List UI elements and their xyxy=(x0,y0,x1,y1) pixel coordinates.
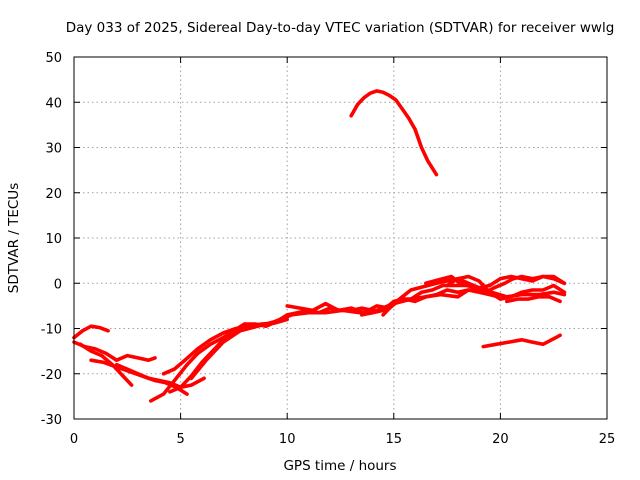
x-tick-label: 0 xyxy=(70,432,78,447)
grid xyxy=(74,57,607,419)
series-line-arc-5 xyxy=(114,362,206,390)
series-line-arc-2 xyxy=(72,340,157,363)
y-tick-label: 40 xyxy=(45,96,62,111)
y-axis-label: SDTVAR / TECUs xyxy=(6,183,22,293)
series-line-arc-1 xyxy=(72,324,110,340)
series-line-arc-7 xyxy=(161,317,290,376)
series-group xyxy=(72,89,567,403)
series-line-arc-17 xyxy=(349,89,439,177)
series-line-arc-14 xyxy=(445,274,567,301)
x-tick-label: 5 xyxy=(176,432,184,447)
series-line-arc-16 xyxy=(481,333,562,349)
y-tick-label: -20 xyxy=(41,368,62,383)
axis-ticks: 0 5 10 15 20 25 -30 -20 -10 0 10 20 30 40 50 xyxy=(41,51,616,447)
x-tick-label: 15 xyxy=(386,432,403,447)
series-line-arc-12 xyxy=(381,274,567,317)
y-tick-label: 0 xyxy=(54,277,62,292)
y-tick-label: -30 xyxy=(41,413,62,428)
y-tick-label: -10 xyxy=(41,323,62,338)
x-tick-label: 25 xyxy=(599,432,616,447)
series-line-arc-9 xyxy=(189,288,471,381)
series-line-arc-11 xyxy=(359,288,501,317)
y-tick-label: 30 xyxy=(45,142,62,157)
y-tick-label: 10 xyxy=(45,232,62,247)
x-tick-label: 10 xyxy=(279,432,296,447)
chart-title: Day 033 of 2025, Sidereal Day-to-day VTE… xyxy=(66,20,615,36)
y-tick-label: 50 xyxy=(45,51,62,66)
x-axis-label: GPS time / hours xyxy=(283,458,396,474)
series-line-arc-15 xyxy=(504,294,562,304)
y-tick-label: 20 xyxy=(45,187,62,202)
x-tick-label: 20 xyxy=(492,432,509,447)
series-line-arc-3 xyxy=(78,342,134,387)
